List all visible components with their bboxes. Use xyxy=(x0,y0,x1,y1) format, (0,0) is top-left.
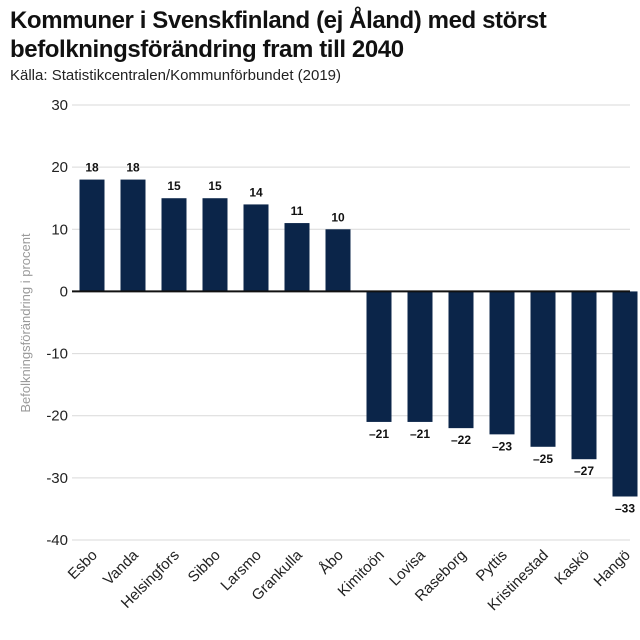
category-label: Kaskö xyxy=(551,547,593,589)
bar-grankulla xyxy=(284,223,310,292)
bar-raseborg xyxy=(448,291,474,429)
data-label: 14 xyxy=(249,185,263,199)
data-label: –25 xyxy=(533,452,553,466)
chart-title: Kommuner i Svenskfinland (ej Åland) med … xyxy=(10,6,630,64)
data-label: –21 xyxy=(410,427,430,441)
bar-vanda xyxy=(120,179,146,292)
bar-larsmo xyxy=(243,204,269,292)
y-axis-ticks: 30 20 10 0 -10 -20 -30 -40 xyxy=(46,97,68,549)
chart-title-line-1: Kommuner i Svenskfinland (ej Åland) med … xyxy=(10,7,547,34)
data-label: –22 xyxy=(451,433,471,447)
bar-sibbo xyxy=(202,198,228,292)
category-label: Sibbo xyxy=(185,547,224,586)
bar-lovisa xyxy=(407,291,433,422)
y-tick-label: 20 xyxy=(51,159,68,176)
y-tick-label: 0 xyxy=(60,283,68,300)
y-tick-label: -10 xyxy=(46,346,68,363)
y-tick-label: 10 xyxy=(51,221,68,238)
bar-esbo xyxy=(79,179,105,292)
bar-kristinestad xyxy=(530,291,556,447)
category-label: Hangö xyxy=(591,547,634,590)
data-label: –27 xyxy=(574,464,594,478)
data-label: –21 xyxy=(369,427,389,441)
y-tick-label: -40 xyxy=(46,532,68,549)
category-label: Esbo xyxy=(65,547,101,583)
category-label: Pyttis xyxy=(473,547,511,585)
bar-helsingfors xyxy=(161,198,187,292)
chart-header: Kommuner i Svenskfinland (ej Åland) med … xyxy=(10,6,630,86)
y-tick-label: -30 xyxy=(46,470,68,487)
y-tick-label: -20 xyxy=(46,408,68,425)
data-label: 10 xyxy=(331,210,345,224)
bar-kimitoön xyxy=(366,291,392,422)
data-labels: 18 18 15 15 14 11 10 –21 –21 –22 –23 –25 –27 –33 xyxy=(85,161,635,516)
chart-title-line-2: befolkningsförändring fram till 2040 xyxy=(10,36,404,63)
data-label: –23 xyxy=(492,439,512,453)
chart-source: Källa: Statistikcentralen/Kommunförbunde… xyxy=(10,67,342,84)
bar-hangö xyxy=(612,291,638,497)
category-label: Åbo xyxy=(316,547,347,578)
bar-pyttis xyxy=(489,291,515,435)
bar-åbo xyxy=(325,229,351,292)
bar-kaskö xyxy=(571,291,597,460)
data-label: 15 xyxy=(167,179,181,193)
data-label: 18 xyxy=(126,161,140,175)
data-label: 15 xyxy=(208,179,222,193)
bars xyxy=(79,179,638,497)
y-tick-label: 30 xyxy=(51,97,68,114)
data-label: 11 xyxy=(291,204,304,218)
data-label: –33 xyxy=(615,502,635,516)
data-label: 18 xyxy=(85,161,99,175)
y-axis-label: Befolkningsförändring i procent xyxy=(18,233,33,413)
